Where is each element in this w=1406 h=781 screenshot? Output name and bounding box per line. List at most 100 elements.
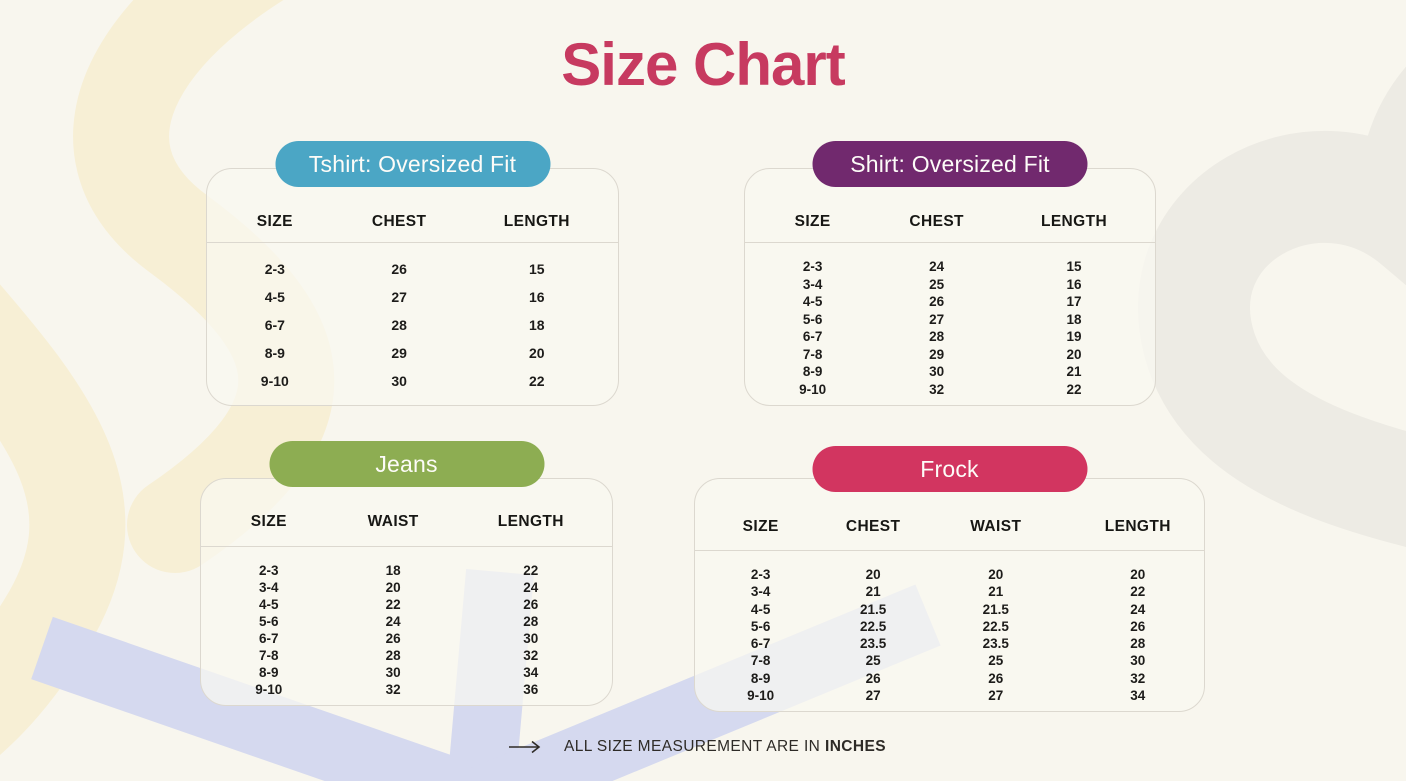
table-cell: 6-7	[264, 317, 285, 333]
table-cell: 34	[523, 665, 539, 680]
table-cell: 16	[1066, 276, 1082, 292]
table-cell: 24	[1130, 601, 1146, 617]
table-cell: 7-8	[259, 648, 279, 663]
table-row: 5-6 22.5 22.5 26	[695, 619, 1204, 634]
table-cell: 8-9	[750, 670, 771, 686]
table-cell: 8-9	[259, 665, 279, 680]
note-unit: INCHES	[825, 738, 886, 755]
table-cell: 29	[929, 346, 945, 362]
table-cell: 9-10	[260, 373, 289, 389]
table-cell: 27	[865, 687, 881, 703]
column-header: CHEST	[371, 213, 427, 230]
table-cell: 26	[391, 261, 407, 277]
table-cell: 5-6	[802, 311, 823, 327]
table-row: 6-7 23.5 23.5 28	[695, 636, 1204, 651]
table-cell: 32	[385, 682, 401, 697]
table-row: 3-4 25 16	[745, 277, 1155, 292]
table-cell: 20	[865, 567, 881, 583]
table-row: 4-5 22 26	[201, 597, 612, 612]
table-row: 4-5 27 16	[207, 289, 618, 305]
table-cell: 3-4	[259, 580, 279, 595]
table-cell: 32	[523, 648, 539, 663]
table-header-row: SIZE WAIST LENGTH	[201, 479, 612, 546]
table-row: 6-7 28 19	[745, 329, 1155, 344]
table-row: 5-6 24 28	[201, 614, 612, 629]
table-title-pill: Frock	[812, 446, 1087, 492]
table-row: 9-10 32 36	[201, 682, 612, 697]
column-header: LENGTH	[1040, 213, 1108, 230]
table-body: 2-3 24 15 3-4 25 16 4-5 26 17 5-6 27 18 6-7 28 19 7-8 29…	[745, 243, 1155, 405]
table-cell: 30	[523, 631, 539, 646]
table-cell: 26	[1130, 618, 1146, 634]
table-body: 2-3 20 20 20 3-4 21 21 22 4-5 21.5 21.5 24 5-6 22.5 22…	[695, 551, 1204, 711]
table-cell: 21	[1066, 364, 1082, 380]
table-cell: 23.5	[982, 636, 1009, 652]
column-header: SIZE	[250, 513, 287, 530]
table-cell: 8-9	[264, 345, 285, 361]
table-cell: 26	[523, 597, 539, 612]
table-row: 8-9 26 26 32	[695, 671, 1204, 686]
header-divider	[745, 242, 1155, 243]
column-header: LENGTH	[497, 513, 564, 530]
table-cell: 32	[929, 381, 945, 397]
table-cell: 9-10	[799, 381, 827, 397]
table-cell: 26	[988, 670, 1004, 686]
size-table-jeans: Jeans SIZE WAIST LENGTH 2-3 18 22 3-4 20 24 4-5 2…	[200, 441, 613, 706]
table-title: Jeans	[375, 450, 438, 477]
header-divider	[201, 546, 612, 547]
table-cell: 20	[1130, 567, 1146, 583]
table-row: 8-9 30 34	[201, 665, 612, 680]
table-cell: 22	[385, 597, 401, 612]
table-cell: 18	[1066, 311, 1082, 327]
table-cell: 28	[391, 317, 407, 333]
table-title-pill: Tshirt: Oversized Fit	[275, 141, 550, 187]
table-cell: 22	[1066, 381, 1082, 397]
table-cell: 9-10	[255, 682, 283, 697]
column-header: SIZE	[256, 213, 293, 230]
table-header-row: SIZE CHEST LENGTH	[745, 169, 1155, 242]
table-cell: 28	[929, 329, 945, 345]
table-cell: 21.5	[859, 601, 887, 617]
table-cell: 22.5	[982, 618, 1009, 634]
table-title: Shirt: Oversized Fit	[850, 150, 1050, 177]
table-cell: 4-5	[802, 294, 823, 310]
table-cell: 21.5	[982, 601, 1009, 617]
table-cell: 26	[385, 631, 401, 646]
table-cell: 9-10	[747, 687, 775, 703]
table-row: 2-3 18 22	[201, 563, 612, 578]
table-row: 7-8 29 20	[745, 347, 1155, 362]
table-cell: 22	[1130, 584, 1146, 600]
table-title: Frock	[920, 455, 979, 482]
column-header: CHEST	[909, 213, 964, 230]
table-cell: 15	[1066, 259, 1082, 275]
table-row: 6-7 28 18	[207, 317, 618, 333]
table-cell: 28	[385, 648, 401, 663]
table-cell: 18	[529, 317, 545, 333]
note-prefix: ALL SIZE MEASUREMENT ARE IN	[564, 738, 821, 755]
column-header: CHEST	[845, 518, 901, 535]
table-cell: 25	[988, 653, 1004, 669]
table-row: 4-5 21.5 21.5 24	[695, 602, 1204, 617]
table-cell: 23.5	[859, 636, 887, 652]
table-row: 7-8 28 32	[201, 648, 612, 663]
table-cell: 21	[865, 584, 881, 600]
page-title: Size Chart	[561, 31, 845, 98]
size-table-frock: Frock SIZE CHEST WAIST LENGTH 2-3 20 20 20 3-4 2…	[694, 446, 1205, 712]
column-header: SIZE	[794, 213, 831, 230]
column-header: SIZE	[742, 518, 779, 535]
table-cell: 20	[988, 567, 1004, 583]
table-row: 9-10 32 22	[745, 382, 1155, 397]
table-cell: 6-7	[750, 636, 771, 652]
table-cell: 17	[1066, 294, 1082, 310]
table-row: 8-9 29 20	[207, 345, 618, 361]
size-table-shirt: Shirt: Oversized Fit SIZE CHEST LENGTH 2-3…	[744, 141, 1156, 406]
table-cell: 7-8	[750, 653, 771, 669]
table-cell: 20	[1066, 346, 1082, 362]
table-cell: 4-5	[259, 597, 279, 612]
table-cell: 30	[929, 364, 945, 380]
table-cell: 27	[929, 311, 945, 327]
table-cell: 24	[385, 614, 401, 629]
table-row: 3-4 20 24	[201, 580, 612, 595]
table-row: 2-3 20 20 20	[695, 567, 1204, 582]
